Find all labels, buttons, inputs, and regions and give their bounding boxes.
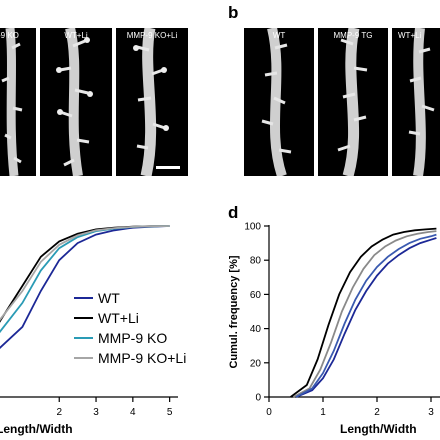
chart-c: 2 3 4 5 WT WT+Li MMP-9 KO MMP-9 KO+Li Length/W… [0,225,186,436]
series-line [0,225,170,323]
x-tick-label: 1 [320,407,326,418]
scale-bar [156,166,180,169]
micrograph-a1: -9 KO [0,28,36,176]
series-line [290,227,437,398]
x-tick-label: 3 [428,407,434,418]
series-line [0,225,170,334]
dendrite-a3 [133,28,169,176]
dendrite-b1 [261,28,292,176]
chart-d: 0 1 2 3 0 20 40 60 80 100 Length/Width Cumul. fre… [228,222,440,436]
x-tick-label: 3 [93,407,99,418]
image-label: WT [272,31,286,40]
x-axis-label: Length/Width [340,422,417,436]
y-tick-label: 20 [250,358,262,369]
legend-label: MMP-9 KO [98,330,167,346]
micrograph-b1: WT [244,28,314,176]
micrograph-a3: MMP-9 KO+Li [116,28,188,176]
legend-label: MMP-9 KO+Li [98,350,186,366]
x-tick-label: 0 [266,407,272,418]
x-tick-label: 2 [56,407,62,418]
dendrite-a2 [56,28,93,176]
panel-letter-d: d [228,203,239,222]
image-label: WT+Li [64,31,88,40]
legend-label: WT [98,290,120,306]
image-label: WT+Li [398,31,422,40]
dendrite-b2 [337,28,368,176]
micrograph-b2: MMP-9 TG [318,28,388,176]
panel-letter-b: b [228,3,239,22]
y-tick-label: 40 [250,324,262,335]
x-tick-label: 5 [167,407,173,418]
x-tick-label: 2 [374,407,380,418]
y-tick-label: 80 [250,256,262,267]
y-tick-label: 60 [250,290,262,301]
image-label: MMP-9 TG [333,31,373,40]
legend-label: WT+Li [98,310,139,326]
y-axis-label: Cumul. frequency [%] [228,255,240,368]
x-tick-label: 4 [130,407,136,418]
dendrite-b3 [408,28,435,176]
y-tick-label: 0 [255,393,261,404]
series-line [292,230,437,398]
series-line [295,237,437,398]
series-line [0,225,170,322]
micrograph-b3: WT+Li [392,28,440,176]
dendrite-a1 [1,28,23,176]
y-tick-label: 100 [244,222,261,233]
x-axis-label: Length/Width [0,422,73,436]
image-label: -9 KO [0,31,19,40]
image-label: MMP-9 KO+Li [126,31,178,40]
micrograph-a2: WT+Li [40,28,112,176]
series-line [295,233,437,398]
